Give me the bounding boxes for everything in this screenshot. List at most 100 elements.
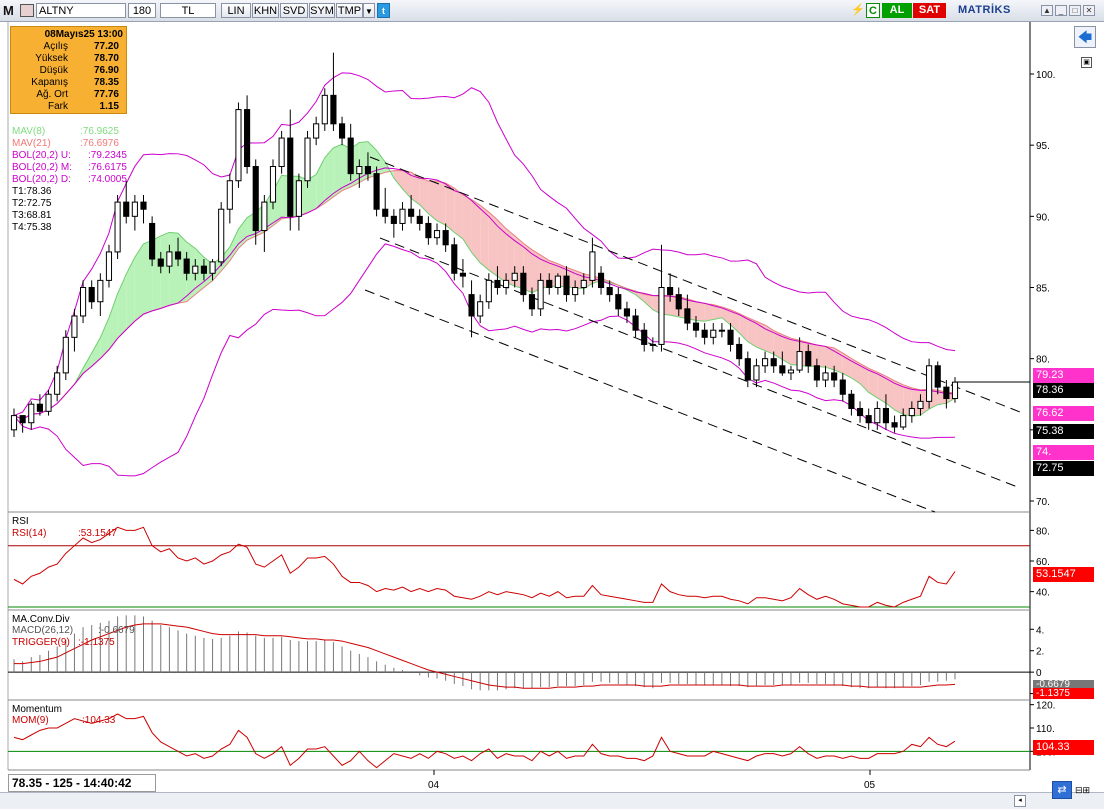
candle-body xyxy=(451,244,458,274)
ma-fill-band xyxy=(471,199,481,263)
candle-body xyxy=(805,351,812,367)
buy-button[interactable]: AL xyxy=(882,3,912,18)
lin-button[interactable]: LIN xyxy=(221,3,251,18)
ma-fill-band xyxy=(480,205,489,271)
candle-body xyxy=(839,379,846,395)
candle-body xyxy=(416,215,423,224)
macd-axis-label: 2. xyxy=(1036,647,1044,658)
candle-body xyxy=(62,336,69,374)
rsi-legend: RSI(14):53.1547 xyxy=(12,528,117,539)
chevron-up-icon[interactable]: ▲ xyxy=(1041,5,1053,16)
price-label-t2: 72.75 xyxy=(1033,461,1094,476)
candle-body xyxy=(174,251,182,260)
price-label-bol-middle: 76.62 xyxy=(1033,406,1094,421)
symbol-input[interactable]: ALTNY xyxy=(36,3,126,18)
candle-body xyxy=(192,265,199,274)
ma-fill-band xyxy=(117,274,127,339)
candle-body xyxy=(831,372,838,381)
rsi-axis-label: 80. xyxy=(1036,526,1050,537)
flag-icon[interactable] xyxy=(20,4,34,17)
ma-fill-band xyxy=(333,144,343,197)
legend-bol-d: BOL(20,2) D::74.0005 xyxy=(12,174,127,185)
rsi-line xyxy=(13,526,956,608)
candle-body xyxy=(848,393,855,409)
candle-body xyxy=(71,315,78,338)
candle-body xyxy=(546,279,553,288)
close-icon[interactable]: ✕ xyxy=(1083,5,1095,16)
maximize-icon[interactable]: □ xyxy=(1069,5,1081,16)
candle-body xyxy=(632,315,639,331)
ma-fill-band xyxy=(894,380,904,415)
price-label-bol-upper: 79.23 xyxy=(1033,368,1094,383)
ma-fill-band xyxy=(877,372,886,404)
candle-body xyxy=(503,279,510,288)
macd-legend: MACD(26,12):-0.6679 xyxy=(12,625,135,636)
sell-button[interactable]: SAT xyxy=(913,3,946,18)
bollinger-upper-line xyxy=(13,72,956,417)
candle-body xyxy=(364,166,372,175)
minimize-icon[interactable]: _ xyxy=(1055,5,1067,16)
candle-body xyxy=(304,137,311,182)
candle-body xyxy=(261,201,268,232)
dropdown-arrow-icon[interactable]: ▼ xyxy=(363,3,375,18)
candle-body xyxy=(54,372,61,395)
candle-body xyxy=(908,407,915,417)
price-axis-label: 90. xyxy=(1036,212,1050,223)
candle-body xyxy=(684,308,691,324)
ma-fill-band xyxy=(756,321,766,351)
candle-body xyxy=(408,208,415,217)
restore-icon[interactable]: ▣ xyxy=(1081,57,1092,68)
ma-fill-band xyxy=(376,150,386,176)
sym-button[interactable]: SYM xyxy=(309,3,335,18)
legend-mav8-name: MAV(8) xyxy=(12,126,46,137)
refresh-icon[interactable]: ⇄ xyxy=(1052,781,1072,799)
candle-body xyxy=(917,400,924,409)
c-button[interactable]: C xyxy=(866,3,880,18)
ma-fill-band xyxy=(704,303,714,322)
candle-body xyxy=(951,381,959,400)
ma-fill-band xyxy=(713,304,722,320)
legend-bol-m-value: :76.6175 xyxy=(88,162,127,173)
ohlc-infobox: 08Mayıs25 13:00 Açılış 77.20 Yüksek 78.70 … xyxy=(10,26,127,114)
ma-fill-band xyxy=(825,346,835,370)
twitter-icon[interactable]: t xyxy=(377,3,390,18)
candle-body xyxy=(623,308,631,317)
trend-channel-line xyxy=(369,156,1021,413)
macd-legend-name: MACD(26,12) xyxy=(12,625,74,636)
candle-body xyxy=(313,123,320,139)
bottom-bar: ◂ xyxy=(0,792,1104,809)
tmp-button[interactable]: TMP xyxy=(336,3,363,18)
price-axis-label: 70. xyxy=(1036,497,1050,508)
khn-button[interactable]: KHN xyxy=(252,3,279,18)
candle-body xyxy=(183,258,190,274)
legend-bol-d-value: :74.0005 xyxy=(88,174,127,185)
candle-body xyxy=(675,294,682,310)
ma-fill-band xyxy=(108,293,118,350)
zoom-out-icon[interactable]: ⊟ xyxy=(1075,785,1083,795)
legend-mav8-value: :76.9625 xyxy=(80,126,119,137)
lightning-icon[interactable]: ⚡ xyxy=(851,4,865,16)
info-label-open: Açılış xyxy=(43,41,68,52)
candle-body xyxy=(787,369,795,374)
candle-body xyxy=(822,372,829,381)
legend-mav21: MAV(21):76.6976 xyxy=(12,138,119,149)
back-arrow-icon[interactable]: 🡄 xyxy=(1074,26,1096,48)
zoom-in-icon[interactable]: ⊞ xyxy=(1082,785,1091,795)
currency-select[interactable]: TL xyxy=(160,3,216,18)
legend-bol-u-value: :79.2345 xyxy=(88,150,127,161)
zoom-controls[interactable]: ⊟⊞ xyxy=(1075,785,1103,797)
legend-mav21-value: :76.6976 xyxy=(80,138,119,149)
candle-body xyxy=(218,208,225,263)
candle-body xyxy=(882,407,890,424)
candle-body xyxy=(347,137,354,175)
legend-t3: T3:68.81 xyxy=(12,210,52,221)
svd-button[interactable]: SVD xyxy=(280,3,308,18)
candle-body xyxy=(796,351,803,371)
macd-title: MA.Conv.Div xyxy=(12,614,70,625)
scroll-left-icon[interactable]: ◂ xyxy=(1014,795,1026,807)
candle-body xyxy=(615,294,622,310)
candle-body xyxy=(114,201,121,253)
info-value-low: 76.90 xyxy=(93,65,119,76)
ma-fill-band xyxy=(696,301,705,322)
period-select[interactable]: 180 xyxy=(128,3,156,18)
